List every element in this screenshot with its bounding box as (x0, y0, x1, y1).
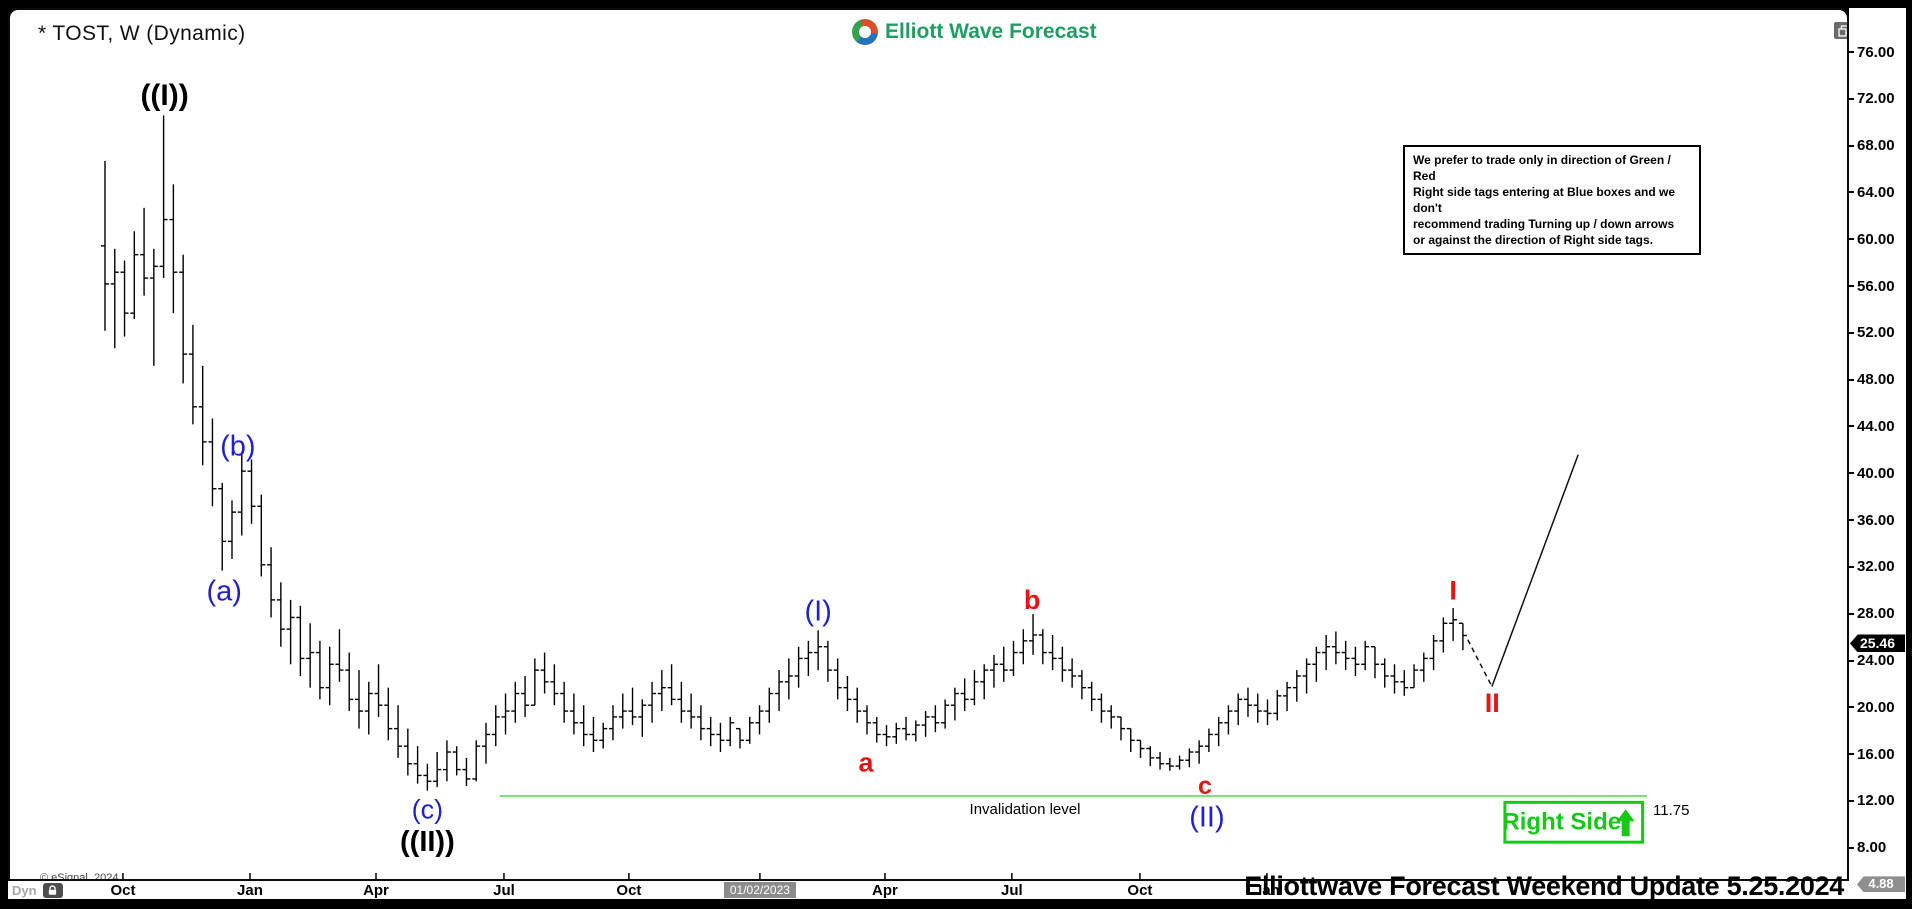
restore-window-button[interactable] (1834, 22, 1847, 39)
invalidation-price-label: 11.75 (1653, 802, 1689, 819)
price-axis-label: 48.00 (1849, 371, 1895, 389)
wave-label-b: (b) (220, 431, 255, 463)
projection-dashed-line (1467, 639, 1493, 687)
price-axis-label: 28.00 (1849, 605, 1895, 623)
wave-label-i: (I) (804, 596, 831, 628)
brand-logo: Elliott Wave Forecast (852, 19, 1097, 45)
tab-dyn-label: Dyn (12, 883, 37, 898)
chart-canvas[interactable]: Invalidation level 11.75 ((I)) (b) (a) (c)((I… (8, 8, 1849, 881)
crosshair-date-badge: 01/02/2023 (723, 882, 796, 898)
chart-panel: Invalidation level 11.75 ((I)) (b) (a) (c) ((I… (8, 8, 1849, 881)
price-axis-label: 12.00 (1849, 792, 1895, 810)
wave-label-ii: II (1485, 688, 1500, 718)
price-axis-label: 8.00 (1849, 839, 1886, 857)
watermark-update-label: Elliottwave Forecast Weekend Update 5.25… (1244, 871, 1844, 901)
disclaimer-line: or against the direction of Right side t… (1413, 233, 1654, 247)
price-bars (101, 115, 1467, 791)
wave-label-b: b (1024, 585, 1041, 615)
price-axis-label: 32.00 (1849, 558, 1895, 576)
copyright-label: © eSignal, 2024 (40, 872, 119, 881)
time-axis-label: Apr (363, 882, 389, 899)
price-axis-label: 72.00 (1849, 90, 1895, 108)
price-axis-label: 36.00 (1849, 511, 1895, 529)
wave-label-c: (c) (412, 794, 443, 824)
time-axis[interactable]: Oct Jan Apr Jul Oct 01/02/2023 Apr Jul Oct Jan (8, 881, 1849, 899)
disclaimer-box: We prefer to trade only in direction of … (1403, 145, 1701, 255)
invalidation-label: Invalidation level (970, 801, 1081, 818)
up-arrow-icon (1616, 809, 1635, 837)
brand-logo-icon (852, 19, 878, 45)
price-axis-label: 52.00 (1849, 324, 1895, 342)
wave-label-c: c (1198, 772, 1212, 800)
time-axis-label: Jul (1001, 882, 1023, 899)
price-axis-label: 44.00 (1849, 417, 1895, 435)
symbol-title: * TOST, W (Dynamic) (38, 22, 246, 45)
time-axis-label: Oct (110, 882, 136, 899)
wave-label-a: (a) (206, 576, 241, 608)
price-axis[interactable]: 76.00 72.00 68.00 64.00 60.00 56.00 52.00 48.00… (1849, 8, 1906, 899)
time-axis-label: Jul (493, 882, 515, 899)
price-axis-label: 16.00 (1849, 745, 1895, 763)
time-axis-label: Apr (872, 882, 898, 899)
disclaimer-line: Right side tags entering at Blue boxes a… (1413, 185, 1676, 215)
tab-dyn[interactable]: Dyn (12, 883, 63, 898)
time-axis-label: Oct (1127, 882, 1153, 899)
price-axis-label: 76.00 (1849, 43, 1895, 61)
low-price-badge: 4.88 (1857, 876, 1905, 893)
disclaimer-line: We prefer to trade only in direction of … (1413, 153, 1671, 183)
wave-label-i: I (1449, 576, 1457, 606)
projection-solid-line (1491, 454, 1579, 687)
price-axis-label: 24.00 (1849, 652, 1895, 670)
brand-logo-text: Elliott Wave Forecast (885, 20, 1097, 43)
price-axis-label: 56.00 (1849, 277, 1895, 295)
lock-icon (42, 883, 63, 898)
wave-label-a: a (858, 748, 874, 778)
time-axis-label: Oct (616, 882, 642, 899)
price-axis-label: 20.00 (1849, 698, 1895, 716)
last-price-badge: 25.46 (1850, 634, 1905, 653)
right-side-tag-box (1503, 800, 1645, 844)
time-axis-label: Jan (237, 882, 263, 899)
time-axis-label: Jan (1253, 882, 1280, 899)
wave-label-i: ((I)) (140, 79, 188, 112)
price-axis-label: 64.00 (1849, 183, 1895, 201)
price-axis-label: 68.00 (1849, 137, 1895, 155)
price-axis-label: 40.00 (1849, 464, 1895, 482)
wave-label-ii: ((II)) (400, 826, 455, 858)
wave-label-ii: (II) (1189, 802, 1224, 834)
restore-window-icon (1838, 24, 1847, 37)
disclaimer-line: recommend trading Turning up / down arro… (1413, 217, 1675, 231)
right-side-tag-label: Right Side (1502, 809, 1621, 836)
price-axis-label: 60.00 (1849, 230, 1895, 248)
